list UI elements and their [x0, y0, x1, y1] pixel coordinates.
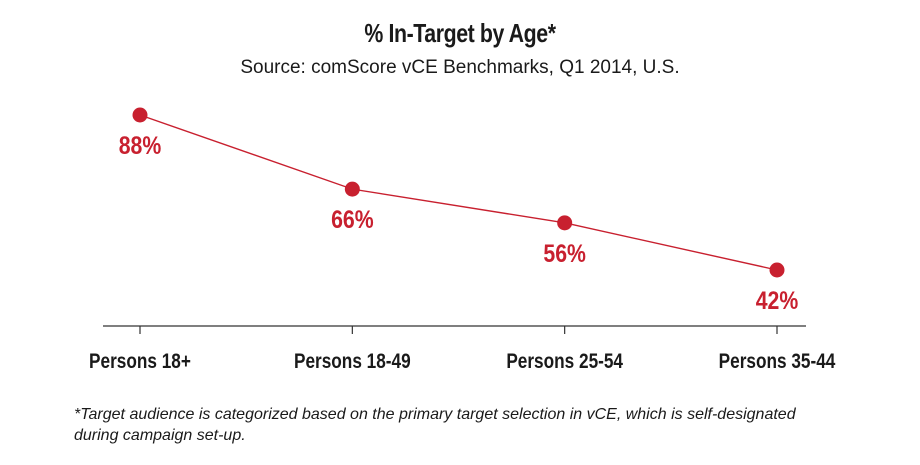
data-label: 88%	[119, 131, 162, 159]
x-tick-label: Persons 35-44	[719, 351, 836, 374]
chart-subtitle: Source: comScore vCE Benchmarks, Q1 2014…	[240, 57, 680, 78]
x-axis-ticks	[139, 326, 778, 334]
footnote: *Target audience is categorized based on…	[74, 406, 796, 444]
series-line	[139, 114, 778, 271]
x-tick-label: Persons 18-49	[294, 351, 411, 374]
line-chart: 88%66%56%42% Persons 18+ Persons 18-49 Per…	[89, 107, 836, 374]
data-point	[557, 215, 573, 231]
x-tick-label: Persons 18+	[89, 351, 191, 374]
x-axis-labels: Persons 18+ Persons 18-49 Persons 25-54 Per…	[89, 351, 836, 374]
chart-title: % In-Target by Age*	[364, 18, 556, 48]
data-label: 42%	[756, 286, 799, 314]
x-tick-label: Persons 25-54	[506, 351, 623, 374]
data-point	[769, 262, 785, 278]
data-label: 56%	[543, 239, 586, 267]
data-point	[344, 181, 360, 197]
data-point	[132, 107, 148, 123]
data-label: 66%	[331, 206, 374, 234]
series-line-group: 88% 66% 56% 42%	[119, 107, 799, 314]
